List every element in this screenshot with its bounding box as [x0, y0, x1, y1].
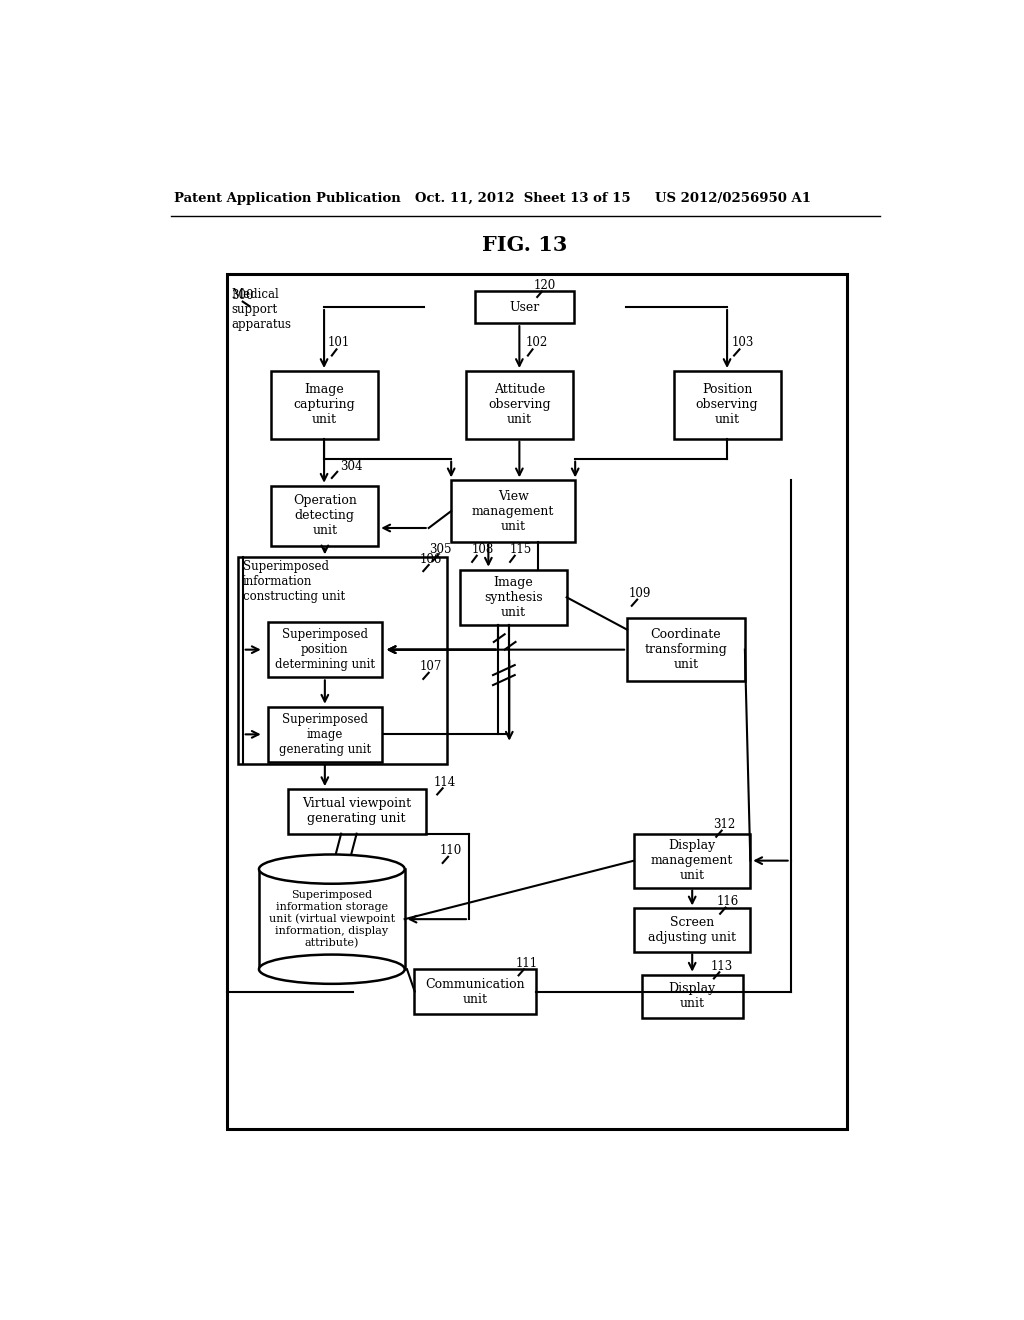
Text: Operation
detecting
unit: Operation detecting unit — [293, 494, 356, 537]
Text: View
management
unit: View management unit — [472, 490, 554, 532]
Bar — [267, 622, 382, 677]
Bar — [238, 557, 447, 763]
Bar — [414, 969, 537, 1014]
Bar — [634, 908, 751, 952]
Text: FIG. 13: FIG. 13 — [482, 235, 567, 255]
Text: Virtual viewpoint
generating unit: Virtual viewpoint generating unit — [302, 797, 412, 825]
Bar — [288, 789, 426, 834]
Text: 110: 110 — [439, 845, 462, 858]
Text: Display
management
unit: Display management unit — [651, 840, 733, 882]
Text: 103: 103 — [732, 337, 754, 350]
Text: Attitude
observing
unit: Attitude observing unit — [488, 383, 551, 426]
Bar — [460, 570, 566, 626]
Text: Coordinate
transforming
unit: Coordinate transforming unit — [644, 628, 727, 671]
Text: Oct. 11, 2012  Sheet 13 of 15: Oct. 11, 2012 Sheet 13 of 15 — [415, 191, 631, 205]
Text: 106: 106 — [420, 553, 441, 566]
Bar — [634, 834, 751, 887]
Bar — [259, 869, 404, 969]
Ellipse shape — [259, 854, 404, 884]
Text: 109: 109 — [629, 587, 651, 601]
Text: User: User — [510, 301, 540, 314]
Text: 115: 115 — [509, 544, 531, 557]
Text: US 2012/0256950 A1: US 2012/0256950 A1 — [655, 191, 811, 205]
Text: Image
capturing
unit: Image capturing unit — [293, 383, 355, 426]
Text: 120: 120 — [534, 280, 556, 292]
Ellipse shape — [259, 954, 404, 983]
Text: Communication
unit: Communication unit — [425, 978, 525, 1006]
Text: Position
observing
unit: Position observing unit — [695, 383, 759, 426]
Text: 111: 111 — [515, 957, 538, 970]
Text: 102: 102 — [525, 337, 548, 350]
Bar — [271, 486, 378, 545]
Text: 312: 312 — [713, 818, 735, 832]
Bar — [674, 371, 780, 438]
Text: 305: 305 — [429, 543, 452, 556]
Text: 114: 114 — [433, 776, 456, 789]
Bar — [466, 371, 572, 438]
Bar — [642, 974, 742, 1018]
Text: 107: 107 — [420, 660, 441, 673]
Bar — [627, 618, 744, 681]
Text: 101: 101 — [328, 337, 349, 350]
Text: Superimposed
information
constructing unit: Superimposed information constructing un… — [243, 560, 345, 602]
Bar — [227, 275, 847, 1129]
Text: Image
synthesis
unit: Image synthesis unit — [484, 576, 543, 619]
Bar — [452, 480, 575, 541]
Text: 304: 304 — [340, 461, 362, 474]
Text: 108: 108 — [471, 544, 494, 557]
Text: Superimposed
information storage
unit (virtual viewpoint
information, display
at: Superimposed information storage unit (v… — [268, 891, 395, 948]
Text: 300: 300 — [231, 289, 254, 302]
Text: 116: 116 — [717, 895, 739, 908]
Text: Superimposed
position
determining unit: Superimposed position determining unit — [274, 628, 375, 671]
Text: Patent Application Publication: Patent Application Publication — [174, 191, 401, 205]
Text: Display
unit: Display unit — [669, 982, 716, 1010]
Text: Medical
support
apparatus: Medical support apparatus — [231, 288, 291, 331]
Text: Superimposed
image
generating unit: Superimposed image generating unit — [279, 713, 371, 756]
Text: Screen
adjusting unit: Screen adjusting unit — [648, 916, 736, 944]
Bar — [475, 290, 574, 323]
Text: 113: 113 — [711, 960, 733, 973]
Bar — [267, 706, 382, 762]
Bar — [270, 371, 378, 438]
